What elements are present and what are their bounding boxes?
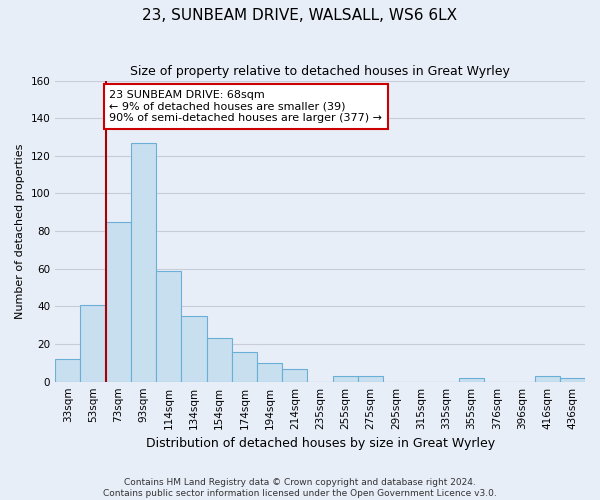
Text: Contains HM Land Registry data © Crown copyright and database right 2024.
Contai: Contains HM Land Registry data © Crown c… bbox=[103, 478, 497, 498]
Bar bbox=[257, 363, 282, 382]
Bar bbox=[282, 368, 307, 382]
Text: 23, SUNBEAM DRIVE, WALSALL, WS6 6LX: 23, SUNBEAM DRIVE, WALSALL, WS6 6LX bbox=[142, 8, 458, 22]
Bar bbox=[106, 222, 131, 382]
Title: Size of property relative to detached houses in Great Wyrley: Size of property relative to detached ho… bbox=[130, 65, 510, 78]
Y-axis label: Number of detached properties: Number of detached properties bbox=[15, 144, 25, 319]
Bar bbox=[131, 142, 156, 382]
Bar bbox=[206, 338, 232, 382]
Bar bbox=[459, 378, 484, 382]
Bar bbox=[358, 376, 383, 382]
Bar bbox=[80, 304, 106, 382]
Bar bbox=[181, 316, 206, 382]
Bar bbox=[560, 378, 585, 382]
Bar bbox=[232, 352, 257, 382]
Bar bbox=[332, 376, 358, 382]
X-axis label: Distribution of detached houses by size in Great Wyrley: Distribution of detached houses by size … bbox=[146, 437, 494, 450]
Bar bbox=[156, 270, 181, 382]
Bar bbox=[535, 376, 560, 382]
Text: 23 SUNBEAM DRIVE: 68sqm
← 9% of detached houses are smaller (39)
90% of semi-det: 23 SUNBEAM DRIVE: 68sqm ← 9% of detached… bbox=[109, 90, 382, 123]
Bar bbox=[55, 359, 80, 382]
